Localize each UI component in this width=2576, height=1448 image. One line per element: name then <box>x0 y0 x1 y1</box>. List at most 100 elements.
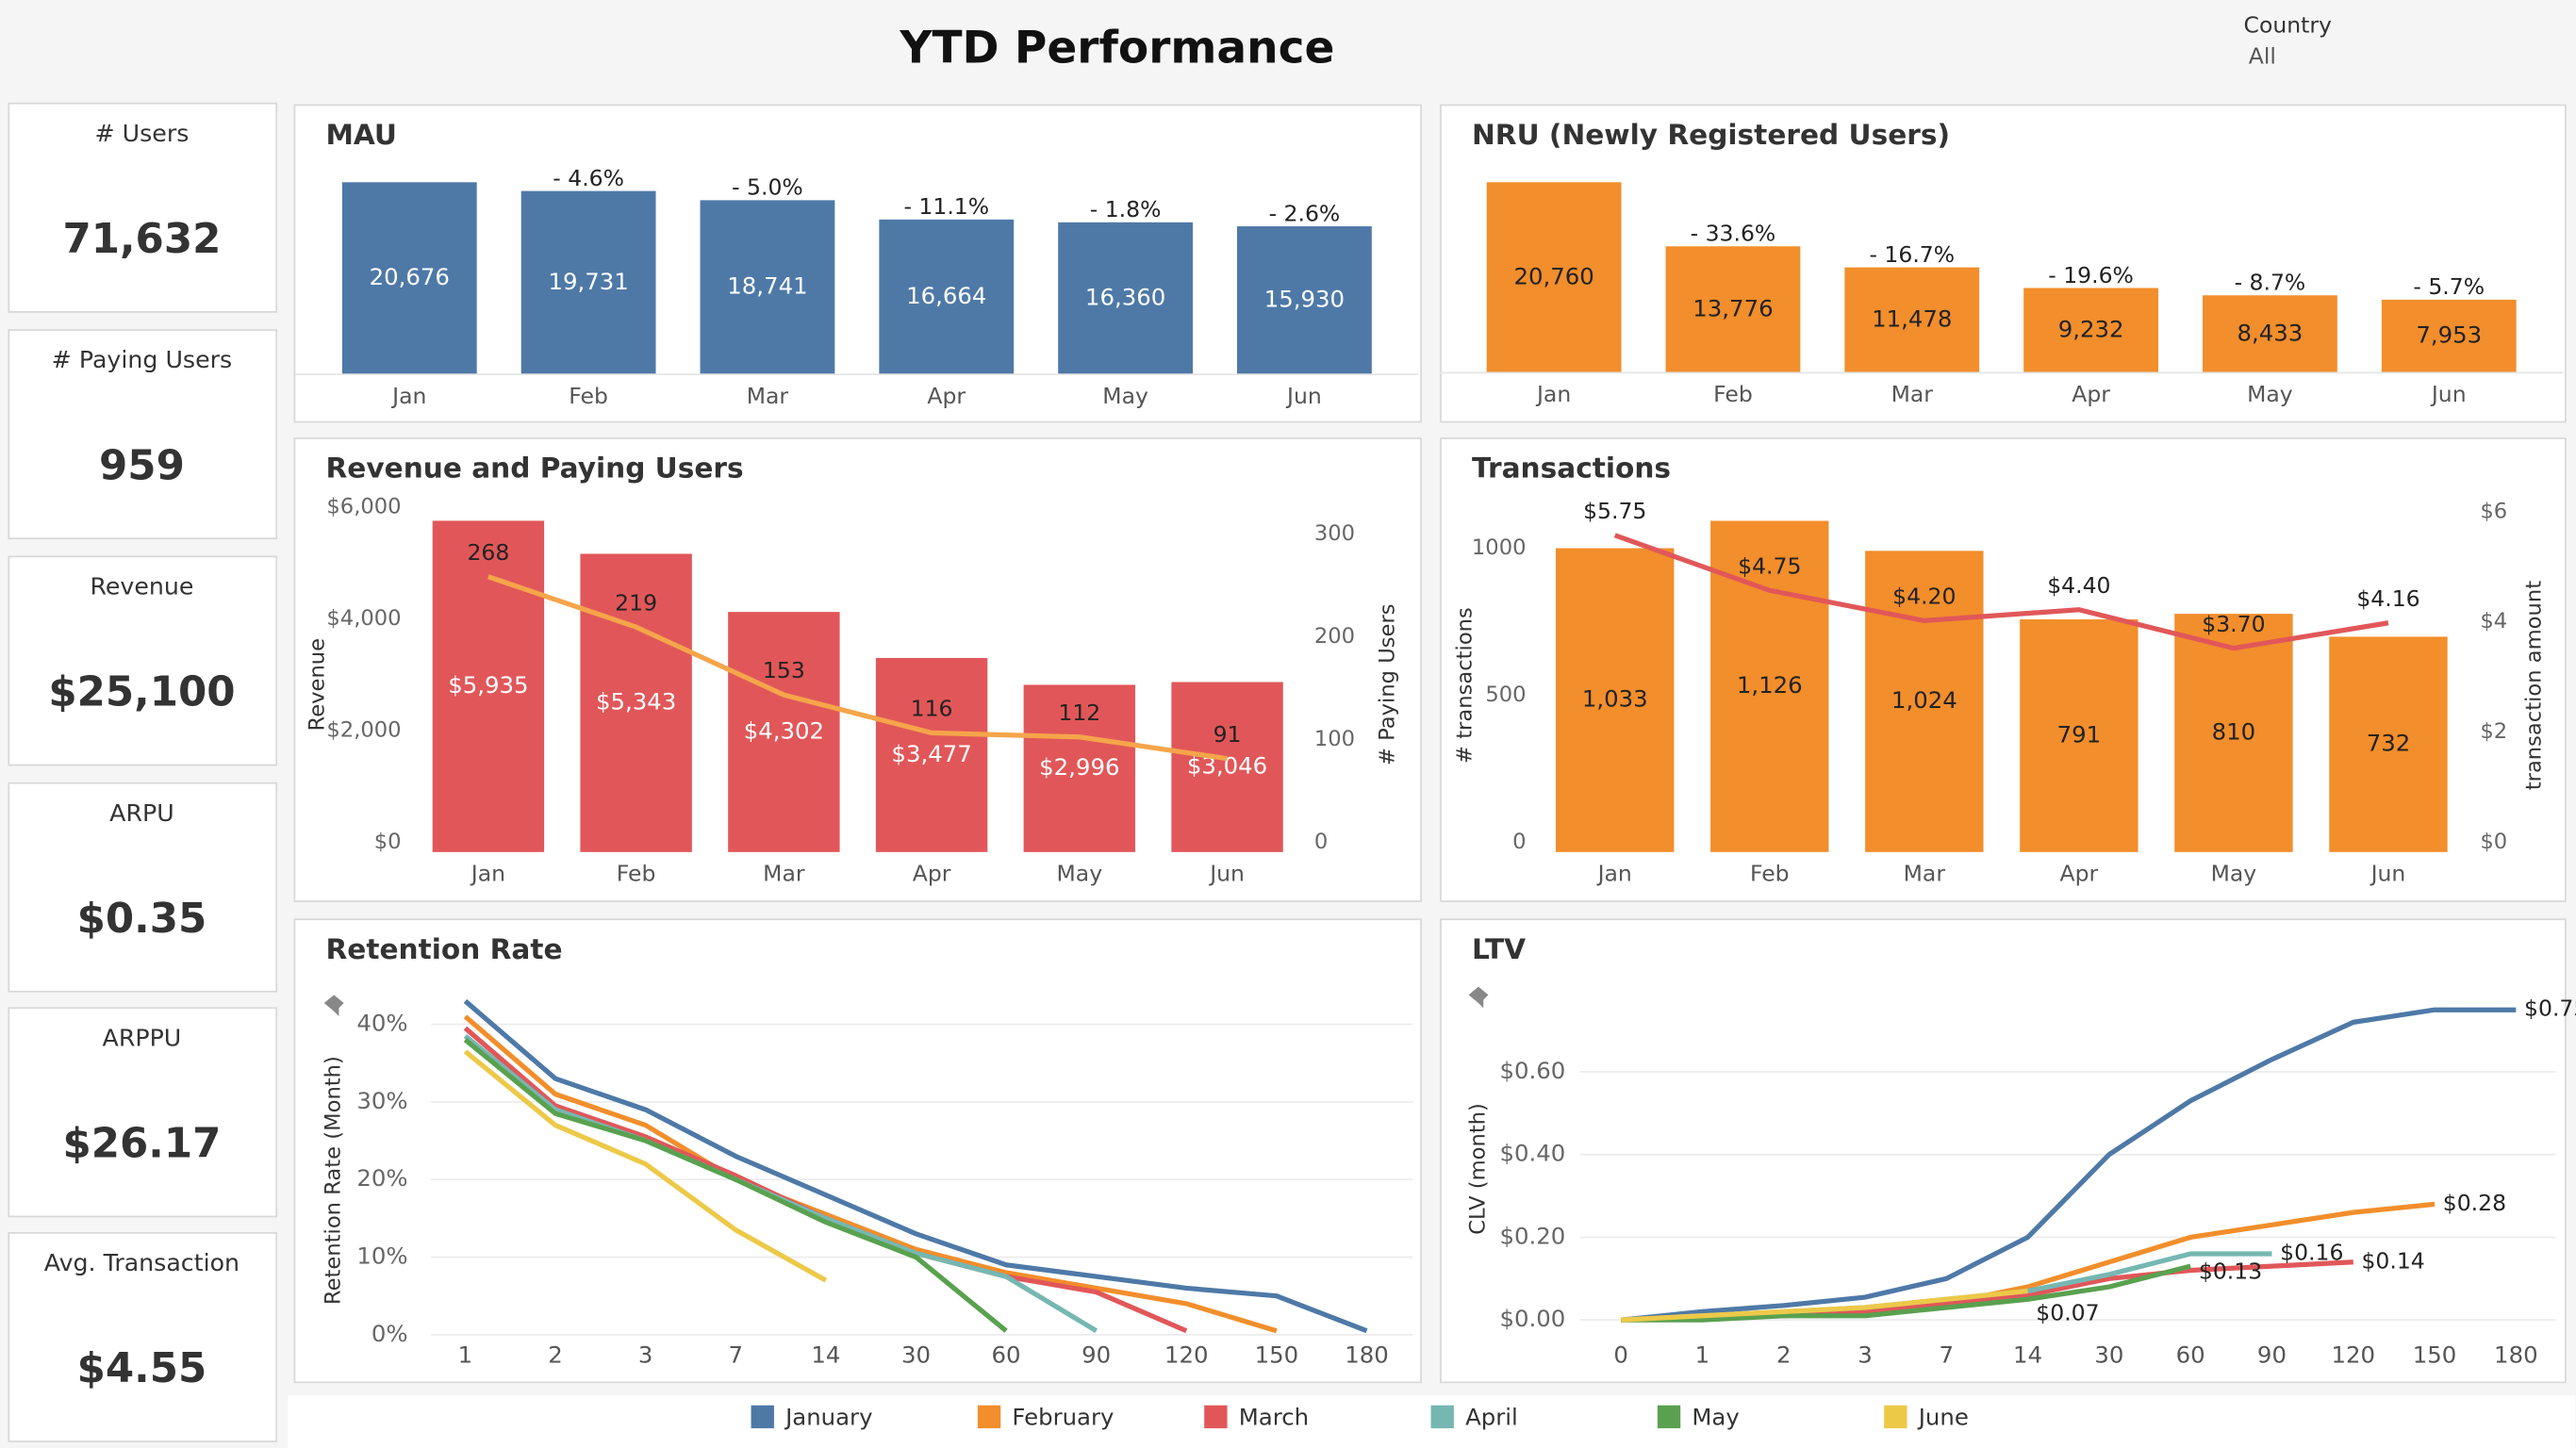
legend-label[interactable]: February <box>1012 1404 1114 1431</box>
bar <box>1556 548 1675 852</box>
x-tick-label: Jun <box>2370 861 2406 887</box>
kpi-card <box>8 782 278 993</box>
legend-label[interactable]: March <box>1239 1404 1309 1431</box>
panel <box>1440 918 2567 1384</box>
x-tick-label: 14 <box>2013 1341 2042 1368</box>
line-end-label: $0.07 <box>2036 1299 2099 1325</box>
x-tick-label: May <box>1102 383 1148 409</box>
bar-value-label: 20,676 <box>370 263 450 290</box>
y-tick-label: $0 <box>374 830 402 854</box>
x-tick-label: Feb <box>569 383 608 409</box>
kpi-card <box>8 102 278 313</box>
bar <box>1171 682 1283 852</box>
y-axis-title: # transactions <box>1453 607 1478 764</box>
line <box>463 998 1368 1334</box>
x-tick-label: 60 <box>992 1341 1021 1368</box>
kpi-value: $25,100 <box>48 669 235 716</box>
bar <box>1237 226 1372 375</box>
bar <box>1486 182 1622 373</box>
change-label: - 4.6% <box>553 165 624 191</box>
y-axis-title: Retention Rate (Month) <box>322 1056 346 1305</box>
bar <box>2174 614 2293 852</box>
x-tick-label: 180 <box>1345 1341 1389 1368</box>
change-label: - 11.1% <box>903 193 989 220</box>
bar <box>2329 636 2448 852</box>
bar-value-label: 791 <box>2057 720 2102 748</box>
change-label: - 5.7% <box>2413 273 2485 300</box>
x-tick-label: May <box>2247 381 2293 407</box>
bar-value-label: 9,232 <box>2058 315 2124 342</box>
y2-tick-label: 200 <box>1314 624 1355 649</box>
y2-tick-label: $2 <box>2480 719 2507 744</box>
y-tick-label: $0.40 <box>1500 1140 1566 1167</box>
bar-value-label: 8,433 <box>2237 319 2304 346</box>
x-tick-label: 3 <box>638 1341 653 1368</box>
kpi-label: # Users <box>94 120 189 147</box>
bar <box>1665 246 1801 373</box>
filter-value[interactable]: All <box>2249 42 2276 69</box>
bar-value-label: $2,996 <box>1039 753 1119 781</box>
bar-value-label: 20,760 <box>1513 262 1593 289</box>
bar-value-label: 16,664 <box>906 282 986 309</box>
y2-axis-title: transaction amount <box>2521 581 2546 790</box>
y2-tick-label: 100 <box>1314 727 1355 751</box>
bar <box>1058 222 1193 375</box>
bar <box>1865 551 1984 852</box>
line-value-label: 91 <box>1214 721 1242 748</box>
legend-label[interactable]: April <box>1465 1404 1518 1431</box>
kpi-value: 959 <box>99 442 185 489</box>
kpi-card <box>8 329 278 540</box>
bar-value-label: 16,360 <box>1085 283 1165 310</box>
kpi-label: Revenue <box>90 572 193 600</box>
line-value-label: $4.20 <box>1892 584 1956 610</box>
panel-title: NRU (Newly Registered Users) <box>1472 119 1950 151</box>
line-end-label: $0.75 <box>2524 996 2576 1022</box>
legend-swatch <box>1430 1405 1454 1429</box>
y-axis-title: CLV (month) <box>1466 1103 1491 1235</box>
change-label: - 16.7% <box>1869 241 1955 268</box>
bar <box>2381 299 2517 373</box>
y-tick-label: 0 <box>1512 830 1526 854</box>
legend-swatch <box>751 1405 774 1429</box>
x-tick-label: 90 <box>2257 1341 2287 1368</box>
x-tick-label: Jun <box>1208 861 1245 887</box>
y-tick-label: 1000 <box>1472 535 1527 560</box>
legend-swatch <box>1657 1405 1681 1429</box>
x-tick-label: 30 <box>2094 1341 2123 1368</box>
line <box>1613 533 2389 651</box>
kpi-value: $0.35 <box>77 896 207 943</box>
bar-value-label: 11,478 <box>1872 304 1952 332</box>
legend-label[interactable]: May <box>1692 1404 1739 1431</box>
legend-label[interactable]: January <box>784 1404 872 1431</box>
y-axis-title: Revenue <box>305 638 329 732</box>
y-tick-label: $6,000 <box>326 495 401 519</box>
legend-label[interactable]: June <box>1917 1404 1969 1431</box>
bar-value-label: 810 <box>2212 717 2256 745</box>
filter-label: Country <box>2244 11 2332 38</box>
panel <box>293 104 1422 423</box>
x-tick-label: May <box>1057 861 1103 887</box>
bar <box>728 612 840 852</box>
pin-icon <box>1468 986 1489 1009</box>
x-tick-label: Apr <box>2072 381 2110 407</box>
line-value-label: $5.75 <box>1583 498 1646 524</box>
bar-value-label: $5,343 <box>596 688 676 716</box>
x-tick-label: 0 <box>1613 1341 1628 1368</box>
x-tick-label: 30 <box>901 1341 931 1368</box>
x-tick-label: Jan <box>1535 381 1571 407</box>
x-tick-label: Jan <box>1596 861 1632 887</box>
kpi-label: ARPPU <box>103 1024 182 1051</box>
kpi-value: 71,632 <box>62 216 221 263</box>
y2-axis-title: # Paying Users <box>1376 603 1400 765</box>
bar-value-label: 18,741 <box>727 272 807 300</box>
line-value-label: $4.75 <box>1738 552 1801 579</box>
kpi-label: Avg. Transaction <box>44 1249 239 1276</box>
x-tick-label: 60 <box>2176 1341 2205 1368</box>
y2-tick-label: 300 <box>1314 521 1355 546</box>
x-tick-label: 1 <box>458 1341 473 1368</box>
bar-value-label: $5,935 <box>448 671 528 699</box>
bar <box>520 190 656 375</box>
x-tick-label: May <box>2211 861 2257 887</box>
y-tick-label: $0.20 <box>1500 1222 1566 1249</box>
